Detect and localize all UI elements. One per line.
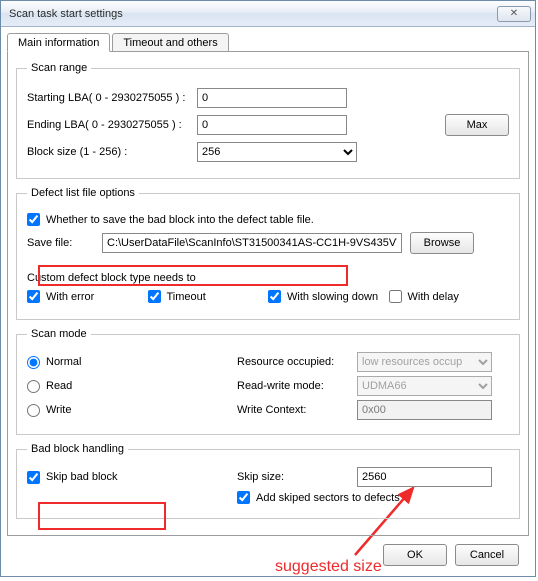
tab-main[interactable]: Main information [7,33,110,52]
check-timeout[interactable] [148,290,161,303]
label-save-file: Save file: [27,237,102,249]
label-add-skipped: Add skiped sectors to defects [256,492,400,504]
label-write: Write [46,404,71,416]
group-scan-range: Scan range Starting LBA( 0 - 2930275055 … [16,62,520,179]
check-add-skipped[interactable] [237,491,250,504]
label-skip-size: Skip size: [237,471,284,483]
label-end-lba: Ending LBA( 0 - 2930275055 ) : [27,119,197,131]
titlebar: Scan task start settings ✕ [1,1,535,27]
label-rw-mode: Read-write mode: [237,380,324,392]
annotation-text: suggested size [275,558,382,576]
radio-normal[interactable] [27,356,40,369]
radio-read[interactable] [27,380,40,393]
label-slowing: With slowing down [287,291,378,303]
label-timeout: Timeout [167,291,206,303]
cancel-button[interactable]: Cancel [455,544,519,566]
legend-defect: Defect list file options [27,187,139,199]
select-resource[interactable]: low resources occup [357,352,492,372]
legend-scan-range: Scan range [27,62,91,74]
legend-scan-mode: Scan mode [27,328,91,340]
check-save-defect[interactable] [27,213,40,226]
label-read: Read [46,380,72,392]
check-skip-bad[interactable] [27,471,40,484]
label-normal: Normal [46,356,81,368]
legend-bad-block: Bad block handling [27,443,128,455]
label-delay: With delay [408,291,459,303]
group-bad-block: Bad block handling Skip bad block Skip s… [16,443,520,519]
select-rw-mode[interactable]: UDMA66 [357,376,492,396]
label-start-lba: Starting LBA( 0 - 2930275055 ) : [27,92,197,104]
check-delay[interactable] [389,290,402,303]
input-end-lba[interactable] [197,115,347,135]
input-start-lba[interactable] [197,88,347,108]
group-defect: Defect list file options Whether to save… [16,187,520,320]
label-custom-types: Custom defect block type needs to [27,272,196,284]
close-icon: ✕ [510,8,518,19]
label-skip-bad: Skip bad block [46,471,118,483]
check-slowing[interactable] [268,290,281,303]
label-save-defect: Whether to save the bad block into the d… [46,214,314,226]
label-block-size: Block size (1 - 256) : [27,146,197,158]
window-title: Scan task start settings [9,8,497,20]
tab-timeout[interactable]: Timeout and others [112,33,228,52]
tab-page-main: Scan range Starting LBA( 0 - 2930275055 … [7,51,529,536]
label-with-error: With error [46,291,94,303]
group-scan-mode: Scan mode Normal Resource occupied: low … [16,328,520,435]
max-button[interactable]: Max [445,114,509,136]
browse-button[interactable]: Browse [410,232,474,254]
ok-button[interactable]: OK [383,544,447,566]
label-write-context: Write Context: [237,404,307,416]
check-with-error[interactable] [27,290,40,303]
label-resource: Resource occupied: [237,356,334,368]
input-save-file[interactable] [102,233,402,253]
input-write-context[interactable] [357,400,492,420]
close-button[interactable]: ✕ [497,6,531,22]
input-skip-size[interactable] [357,467,492,487]
select-block-size[interactable]: 256 [197,142,357,162]
radio-write[interactable] [27,404,40,417]
